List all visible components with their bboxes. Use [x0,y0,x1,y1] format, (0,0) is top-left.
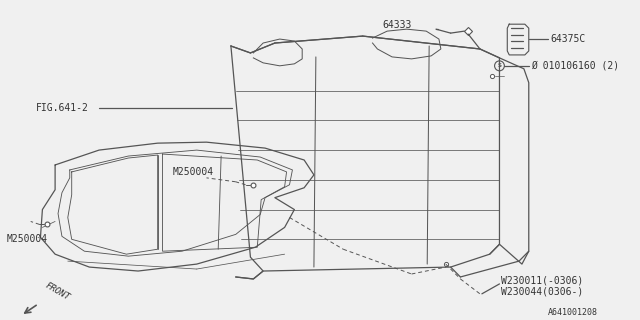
Text: M250004: M250004 [172,167,213,177]
Text: Ø 010106160 (2): Ø 010106160 (2) [531,61,619,71]
Text: S: S [497,63,502,68]
Text: FIG.641-2: FIG.641-2 [36,103,88,114]
Text: M250004: M250004 [6,234,47,244]
Text: W230044(0306-): W230044(0306-) [501,287,584,297]
Text: 64333: 64333 [382,20,412,30]
Text: W230011(-0306): W230011(-0306) [501,276,584,286]
Text: A641001208: A641001208 [548,308,598,317]
Text: FRONT: FRONT [44,281,71,302]
Text: 64375C: 64375C [550,34,586,44]
